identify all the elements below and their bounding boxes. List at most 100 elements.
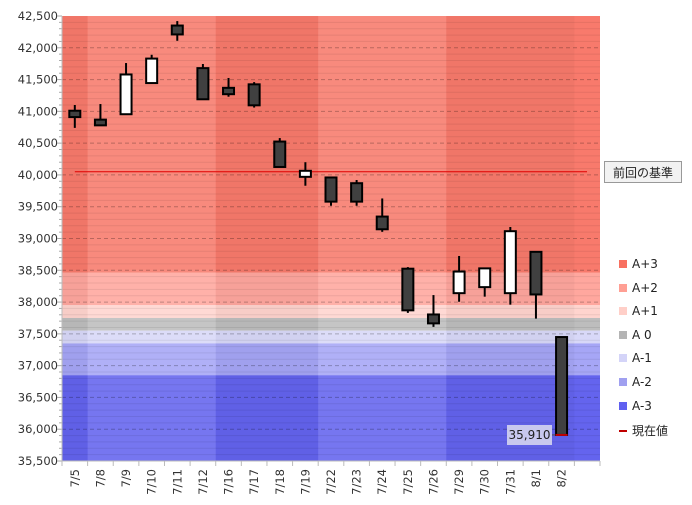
legend-item: 現在値 xyxy=(619,422,668,439)
candle-7/31 xyxy=(503,227,517,305)
candle-7/17 xyxy=(247,82,261,108)
y-tick-label: 36,000 xyxy=(18,422,58,436)
week-shade xyxy=(318,16,447,461)
x-tick-label: 7/30 xyxy=(478,469,492,495)
y-tick-label: 40,000 xyxy=(18,168,58,182)
y-tick-label: 38,500 xyxy=(18,263,58,277)
y-tick-label: 39,500 xyxy=(18,200,58,214)
candle-body xyxy=(350,182,364,203)
legend-swatch xyxy=(619,260,627,268)
legend-swatch xyxy=(619,330,627,339)
candle-7/12 xyxy=(196,63,210,101)
x-tick-label: 7/9 xyxy=(119,469,133,488)
candle-7/24 xyxy=(375,198,389,232)
legend-label: A+3 xyxy=(632,257,658,271)
y-tick-label: 42,000 xyxy=(18,41,58,55)
legend-swatch xyxy=(619,354,627,363)
current-value-label: 35,910 xyxy=(507,425,552,445)
legend-label: A-3 xyxy=(632,398,652,413)
candle-body xyxy=(375,215,389,231)
y-tick-label: 41,000 xyxy=(18,104,58,118)
candle-body xyxy=(298,169,312,178)
legend-label: A-2 xyxy=(632,375,652,389)
x-tick-label: 7/31 xyxy=(503,469,517,495)
x-tick-label: 8/1 xyxy=(529,469,543,488)
x-tick-label: 7/8 xyxy=(93,469,107,488)
candle-body xyxy=(93,118,107,127)
y-tick-label: 39,000 xyxy=(18,232,58,246)
legend-label: A-1 xyxy=(632,351,652,366)
y-tick-label: 42,500 xyxy=(18,9,58,23)
candle-7/9 xyxy=(119,63,133,116)
legend-label: 現在値 xyxy=(632,424,669,439)
band-A-1 xyxy=(62,330,600,344)
candle-body xyxy=(222,86,236,96)
candle-8/2 xyxy=(555,336,569,436)
band-A-3 xyxy=(62,375,600,461)
candle-7/16 xyxy=(222,77,236,97)
candle-body xyxy=(452,270,466,295)
x-tick-label: 7/10 xyxy=(145,469,159,495)
y-tick-label: 36,500 xyxy=(18,390,58,404)
x-tick-label: 7/22 xyxy=(324,469,338,495)
legend-label: A+1 xyxy=(632,304,658,319)
legend-item: A 0 xyxy=(619,328,652,342)
x-tick-label: 7/26 xyxy=(426,469,440,495)
x-tick-label: 7/24 xyxy=(375,469,389,495)
candle-7/8 xyxy=(93,104,107,127)
candle-7/25 xyxy=(401,267,415,313)
legend-item: A-3 xyxy=(619,399,652,413)
legend-label: A 0 xyxy=(632,327,652,342)
candle-body xyxy=(196,67,210,101)
candle-8/1 xyxy=(529,250,543,319)
x-tick-label: 8/2 xyxy=(555,469,569,488)
band-A+1 xyxy=(62,305,600,318)
legend-item: A+1 xyxy=(619,304,658,318)
x-tick-label: 7/5 xyxy=(68,469,82,488)
candle-body xyxy=(426,313,440,325)
x-tick-label: 7/11 xyxy=(170,469,184,495)
x-tick-label: 7/25 xyxy=(401,469,415,495)
candle-body xyxy=(68,109,82,119)
candle-body xyxy=(503,230,517,295)
y-tick-label: 37,500 xyxy=(18,327,58,341)
candle-body xyxy=(247,83,261,107)
x-tick-label: 7/19 xyxy=(298,469,312,495)
legend-item: A+3 xyxy=(619,257,658,271)
candle-7/26 xyxy=(426,295,440,327)
legend-label: A+2 xyxy=(632,280,658,295)
band-A-2 xyxy=(62,343,600,376)
candle-7/30 xyxy=(478,267,492,297)
candle-body xyxy=(273,140,287,168)
candle-7/23 xyxy=(350,180,364,206)
y-tick-label: 35,500 xyxy=(18,454,58,468)
candle-7/10 xyxy=(145,54,159,85)
x-tick-label: 7/29 xyxy=(452,469,466,495)
x-tick-label: 7/17 xyxy=(247,469,261,495)
x-tick-label: 7/18 xyxy=(273,469,287,495)
legend-swatch xyxy=(619,283,627,292)
reference-line-label: 前回の基準 xyxy=(604,161,682,183)
y-tick-label: 38,000 xyxy=(18,295,58,309)
candle-body xyxy=(478,267,492,289)
x-tick-label: 7/12 xyxy=(196,469,210,495)
legend-swatch xyxy=(619,378,627,386)
candle-body xyxy=(324,176,338,203)
candle-body xyxy=(170,24,184,36)
legend-item: A-1 xyxy=(619,351,652,365)
candle-body xyxy=(555,336,569,436)
candle-7/29 xyxy=(452,255,466,302)
y-tick-label: 41,500 xyxy=(18,73,58,87)
y-tick-label: 37,000 xyxy=(18,359,58,373)
candle-7/11 xyxy=(170,21,184,41)
week-shade xyxy=(87,16,216,461)
legend-swatch xyxy=(619,307,627,316)
legend-item: A+2 xyxy=(619,281,658,295)
x-tick-label: 7/23 xyxy=(350,469,364,495)
candle-body xyxy=(529,250,543,296)
candle-7/18 xyxy=(273,138,287,168)
legend-item: A-2 xyxy=(619,375,652,389)
candle-7/19 xyxy=(298,162,312,186)
legend-swatch xyxy=(619,401,627,410)
